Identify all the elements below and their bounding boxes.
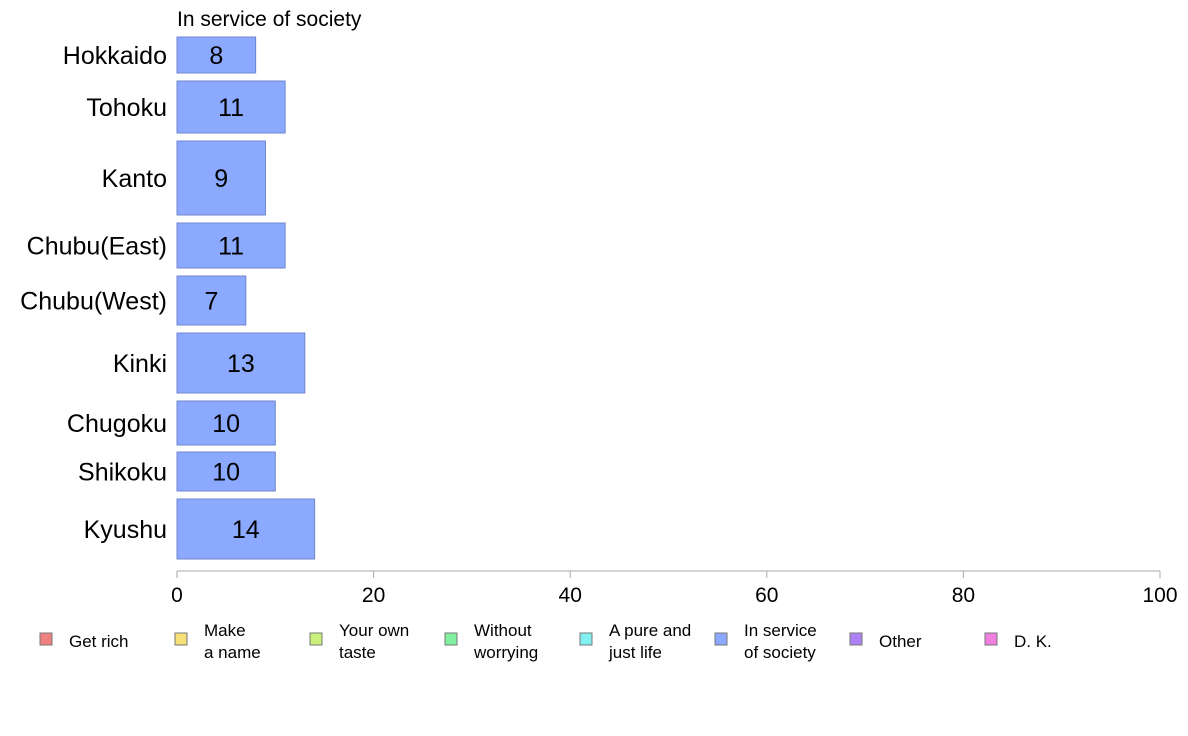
- x-tick-label: 0: [171, 584, 183, 607]
- x-tick-label: 60: [755, 584, 778, 607]
- legend-swatch-get-rich: [39, 632, 53, 646]
- value-label-kanto: 9: [214, 165, 228, 193]
- bar-shikoku: [176, 451, 276, 492]
- legend-label-make-a-name: Make a name: [204, 621, 261, 662]
- legend-label-a-pure-and-just-life: A pure and just life: [608, 621, 691, 662]
- category-label-tohoku: Tohoku: [86, 94, 167, 122]
- bar-kyushu: [176, 498, 316, 560]
- x-tick-label: 100: [1142, 584, 1177, 607]
- bar-chugoku: [176, 400, 276, 446]
- legend-label-in-service-of-society: In service of society: [744, 621, 817, 662]
- category-label-chubu-west: Chubu(West): [20, 288, 167, 316]
- bar-hokkaido: [176, 36, 257, 74]
- value-label-chubu-west: 7: [204, 288, 218, 316]
- x-tick-label: 80: [952, 584, 975, 607]
- legend-swatch-in-service-of-society: [714, 632, 728, 646]
- legend-swatch-other: [849, 632, 863, 646]
- value-label-hokkaido: 8: [209, 42, 223, 70]
- x-tick-label: 20: [362, 584, 385, 607]
- bar-tohoku: [176, 80, 286, 134]
- legend-swatch-make-a-name: [174, 632, 188, 646]
- category-label-chugoku: Chugoku: [67, 410, 167, 438]
- legend-label-your-own-taste: Your own taste: [339, 621, 409, 662]
- legend-swatch-your-own-taste: [309, 632, 323, 646]
- x-axis: 0 20 40 60 80 100: [171, 570, 1178, 607]
- bar-chubu-west: [176, 275, 247, 326]
- bar-kinki: [176, 332, 306, 394]
- value-label-chubu-east: 11: [218, 233, 244, 261]
- value-label-tohoku: 11: [218, 94, 244, 122]
- legend-label-without-worrying: Without worrying: [473, 621, 538, 662]
- legend-swatch-d-k: [984, 632, 998, 646]
- legend-label-d-k: D. K.: [1014, 632, 1052, 651]
- legend-label-get-rich: Get rich: [69, 632, 129, 651]
- legend-label-other: Other: [879, 632, 922, 651]
- value-label-kyushu: 14: [232, 516, 260, 544]
- category-label-kanto: Kanto: [102, 165, 167, 193]
- x-tick-label: 40: [559, 584, 582, 607]
- bar-chubu-east: [176, 222, 286, 269]
- chart-title: In service of society: [177, 8, 362, 31]
- bars-group: Hokkaido 8 Tohoku 11 Kanto 9 Chubu(East) 11 Chub…: [20, 36, 316, 560]
- category-label-hokkaido: Hokkaido: [63, 42, 167, 70]
- category-label-shikoku: Shikoku: [78, 459, 167, 487]
- bar-kanto: [176, 140, 266, 216]
- category-label-kinki: Kinki: [113, 350, 167, 378]
- value-label-shikoku: 10: [212, 459, 240, 487]
- category-label-chubu-east: Chubu(East): [27, 233, 167, 261]
- legend: Get rich Make a name Your own taste Without wo…: [39, 621, 1052, 662]
- value-label-chugoku: 10: [212, 410, 240, 438]
- legend-swatch-without-worrying: [444, 632, 458, 646]
- value-label-kinki: 13: [227, 350, 255, 378]
- category-label-kyushu: Kyushu: [84, 516, 167, 544]
- legend-swatch-a-pure-and-just-life: [579, 632, 593, 646]
